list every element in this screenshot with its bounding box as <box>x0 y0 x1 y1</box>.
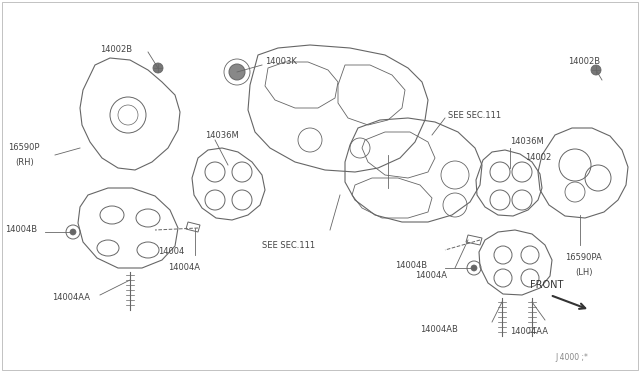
Text: 14002B: 14002B <box>100 45 132 55</box>
Text: 14004: 14004 <box>158 247 184 257</box>
Text: 14036M: 14036M <box>510 138 544 147</box>
Text: 14004AB: 14004AB <box>420 326 458 334</box>
Text: SEE SEC.111: SEE SEC.111 <box>262 241 315 250</box>
Text: (LH): (LH) <box>575 267 593 276</box>
Text: 14036M: 14036M <box>205 131 239 140</box>
Text: 14004B: 14004B <box>5 225 37 234</box>
Text: 14002B: 14002B <box>568 58 600 67</box>
Text: J 4000 ;*: J 4000 ;* <box>555 353 588 362</box>
Text: FRONT: FRONT <box>530 280 563 290</box>
Text: 14003K: 14003K <box>265 58 297 67</box>
Text: 14004AA: 14004AA <box>52 294 90 302</box>
Text: 14004AA: 14004AA <box>510 327 548 337</box>
Circle shape <box>229 64 245 80</box>
Text: 14002: 14002 <box>525 154 551 163</box>
Circle shape <box>70 229 76 235</box>
Text: (RH): (RH) <box>15 157 34 167</box>
Circle shape <box>153 63 163 73</box>
Text: 16590P: 16590P <box>8 144 40 153</box>
Circle shape <box>471 265 477 271</box>
Text: SEE SEC.111: SEE SEC.111 <box>448 110 501 119</box>
Text: 14004B: 14004B <box>395 260 427 269</box>
Text: 14004A: 14004A <box>168 263 200 273</box>
Circle shape <box>591 65 601 75</box>
Text: 16590PA: 16590PA <box>565 253 602 263</box>
Text: 14004A: 14004A <box>415 270 447 279</box>
